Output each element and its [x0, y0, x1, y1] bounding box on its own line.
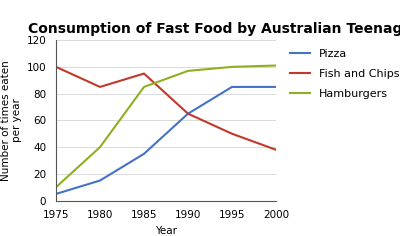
X-axis label: Year: Year [155, 226, 177, 236]
Fish and Chips [186, 112, 190, 115]
Line: Hamburgers: Hamburgers [56, 66, 276, 187]
Fish and Chips [230, 132, 234, 135]
Line: Fish and Chips: Fish and Chips [56, 67, 276, 150]
Hamburgers [186, 69, 190, 72]
Legend: Pizza, Fish and Chips, Hamburgers: Pizza, Fish and Chips, Hamburgers [290, 49, 400, 99]
Pizza [54, 193, 58, 195]
Pizza [98, 179, 102, 182]
Fish and Chips [98, 85, 102, 88]
Hamburgers [98, 146, 102, 148]
Fish and Chips [142, 72, 146, 75]
Hamburgers [54, 186, 58, 189]
Fish and Chips [54, 65, 58, 68]
Pizza [274, 85, 278, 88]
Hamburgers [274, 64, 278, 67]
Pizza [230, 85, 234, 88]
Pizza [186, 112, 190, 115]
Pizza [142, 152, 146, 155]
Line: Pizza: Pizza [56, 87, 276, 194]
Y-axis label: Number of times eaten
per year: Number of times eaten per year [1, 60, 22, 181]
Hamburgers [230, 65, 234, 68]
Hamburgers [142, 85, 146, 88]
Title: Consumption of Fast Food by Australian Teenagers: Consumption of Fast Food by Australian T… [28, 22, 400, 36]
Fish and Chips [274, 148, 278, 151]
